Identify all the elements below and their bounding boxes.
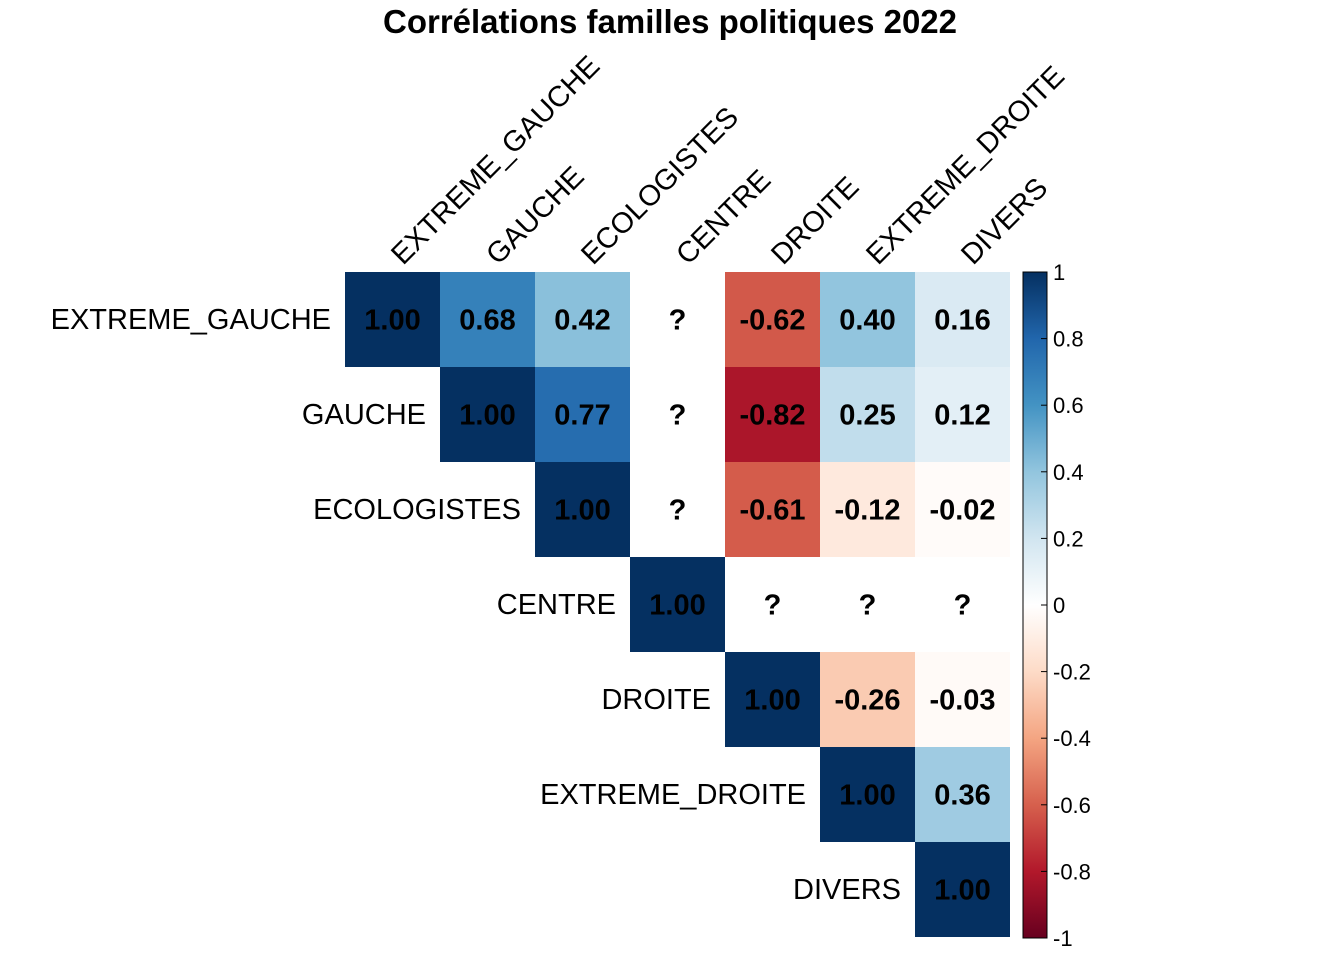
heatmap-cell-divers-divers	[915, 842, 1010, 937]
heatmap-cell-extreme-droite-extreme-droite	[820, 747, 915, 842]
row-label-extreme-droite: EXTREME_DROITE	[540, 779, 806, 811]
heatmap-cell-extreme-gauche-droite	[725, 272, 820, 367]
cell-value-centre-centre: 1.00	[649, 590, 705, 622]
cell-value-gauche-extreme-droite: 0.25	[839, 400, 895, 432]
heatmap-cell-droite-droite	[725, 652, 820, 747]
column-labels: EXTREME_GAUCHEGAUCHEECOLOGISTESCENTREDRO…	[385, 50, 1071, 271]
cell-value-centre-droite: ?	[764, 590, 782, 622]
row-label-ecologistes: ECOLOGISTES	[313, 494, 521, 526]
heatmap-cell-centre-centre	[630, 557, 725, 652]
heatmap-cell-extreme-gauche-ecologistes	[535, 272, 630, 367]
cell-value-extreme-droite-extreme-droite: 1.00	[839, 780, 895, 812]
cell-value-gauche-divers: 0.12	[934, 400, 990, 432]
color-bar-tick-label: 0.2	[1053, 526, 1084, 551]
cell-value-divers-divers: 1.00	[934, 875, 990, 907]
cell-value-gauche-centre: ?	[669, 400, 687, 432]
heatmap-cells: 1.00 0.68 0.42? -0.62 0.40 0.16 1.00 0.77? -0.82…	[345, 272, 1010, 937]
heatmap-cell-ecologistes-extreme-droite	[820, 462, 915, 557]
color-bar-tick-label: -0.2	[1053, 660, 1091, 685]
column-label-divers: DIVERS	[955, 172, 1054, 271]
cell-value-gauche-droite: -0.82	[739, 400, 805, 432]
cell-value-extreme-gauche-gauche: 0.68	[459, 305, 515, 337]
cell-value-extreme-gauche-divers: 0.16	[934, 305, 990, 337]
heatmap-cell-gauche-divers	[915, 367, 1010, 462]
color-bar-tick-label: 0.6	[1053, 393, 1084, 418]
heatmap-cell-gauche-gauche	[440, 367, 535, 462]
cell-value-extreme-gauche-centre: ?	[669, 305, 687, 337]
heatmap-cell-extreme-gauche-extreme-droite	[820, 272, 915, 367]
row-label-gauche: GAUCHE	[302, 399, 426, 431]
row-label-extreme-gauche: EXTREME_GAUCHE	[51, 304, 331, 336]
heatmap-cell-ecologistes-droite	[725, 462, 820, 557]
heatmap-cell-droite-divers	[915, 652, 1010, 747]
column-label-ecologistes: ECOLOGISTES	[575, 101, 745, 271]
color-bar-tick-label: -1	[1053, 926, 1073, 951]
heatmap-cell-ecologistes-ecologistes	[535, 462, 630, 557]
cell-value-droite-droite: 1.00	[744, 685, 800, 717]
heatmap-cell-droite-extreme-droite	[820, 652, 915, 747]
row-label-divers: DIVERS	[793, 874, 901, 906]
chart-title: Corrélations familles politiques 2022	[383, 3, 957, 40]
cell-value-droite-divers: -0.03	[929, 685, 995, 717]
cell-value-gauche-ecologistes: 0.77	[554, 400, 610, 432]
heatmap-cell-extreme-gauche-divers	[915, 272, 1010, 367]
cell-value-ecologistes-centre: ?	[669, 495, 687, 527]
cell-value-extreme-gauche-extreme-droite: 0.40	[839, 305, 895, 337]
color-bar-tick-label: 0.8	[1053, 327, 1084, 352]
color-bar-tick-label: -0.6	[1053, 793, 1091, 818]
heatmap-cell-ecologistes-divers	[915, 462, 1010, 557]
heatmap-cell-gauche-ecologistes	[535, 367, 630, 462]
cell-value-ecologistes-ecologistes: 1.00	[554, 495, 610, 527]
heatmap-cell-extreme-gauche-gauche	[440, 272, 535, 367]
color-bar-tick-label: -0.4	[1053, 726, 1091, 751]
row-labels: EXTREME_GAUCHE GAUCHE ECOLOGISTES CENTRE DRO…	[51, 304, 901, 906]
color-legend: 1 0.8 0.6 0.4 0.2 0 -0.2 -0.4 -0.6 -0.8 -1	[1022, 260, 1091, 951]
cell-value-centre-divers: ?	[954, 590, 972, 622]
cell-value-droite-extreme-droite: -0.26	[834, 685, 900, 717]
row-label-droite: DROITE	[601, 684, 711, 716]
heatmap-cell-gauche-extreme-droite	[820, 367, 915, 462]
color-bar-tick-label: 1	[1053, 260, 1065, 285]
color-bar-tick-label: 0	[1053, 593, 1065, 618]
heatmap-cell-extreme-gauche-extreme-gauche	[345, 272, 440, 367]
row-label-centre: CENTRE	[497, 589, 616, 621]
column-label-droite: DROITE	[765, 171, 865, 271]
cell-value-extreme-gauche-extreme-gauche: 1.00	[364, 305, 420, 337]
cell-value-ecologistes-divers: -0.02	[929, 495, 995, 527]
cell-value-extreme-droite-divers: 0.36	[934, 780, 990, 812]
color-bar-tick-label: 0.4	[1053, 460, 1084, 485]
cell-value-extreme-gauche-ecologistes: 0.42	[554, 305, 610, 337]
cell-value-centre-extreme-droite: ?	[859, 590, 877, 622]
cell-value-ecologistes-droite: -0.61	[739, 495, 805, 527]
cell-value-ecologistes-extreme-droite: -0.12	[834, 495, 900, 527]
color-bar-tick-label: -0.8	[1053, 859, 1091, 884]
heatmap-cell-extreme-droite-divers	[915, 747, 1010, 842]
heatmap-cell-gauche-droite	[725, 367, 820, 462]
cell-value-gauche-gauche: 1.00	[459, 400, 515, 432]
cell-value-extreme-gauche-droite: -0.62	[739, 305, 805, 337]
